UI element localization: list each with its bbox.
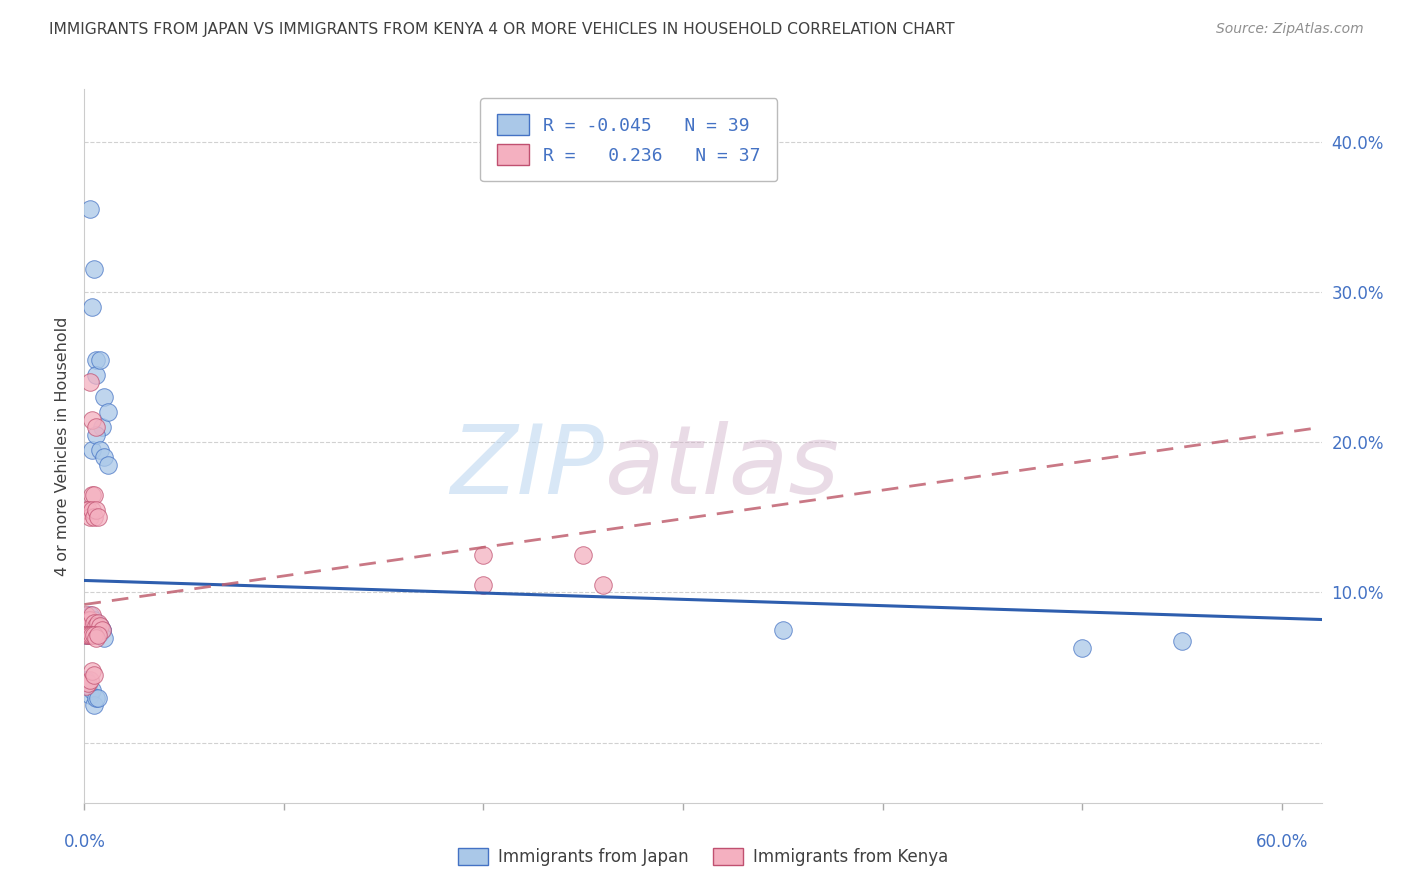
Point bbox=[82, 623, 104, 637]
Point bbox=[772, 623, 794, 637]
Point bbox=[93, 450, 115, 465]
Point bbox=[75, 607, 97, 622]
Point bbox=[82, 627, 104, 641]
Point bbox=[83, 510, 105, 524]
Point bbox=[82, 683, 104, 698]
Point bbox=[592, 578, 614, 592]
Point bbox=[77, 613, 100, 627]
Point bbox=[82, 488, 104, 502]
Point bbox=[87, 510, 110, 524]
Point bbox=[79, 607, 101, 622]
Point bbox=[86, 420, 108, 434]
Text: Source: ZipAtlas.com: Source: ZipAtlas.com bbox=[1216, 22, 1364, 37]
Point bbox=[86, 690, 108, 705]
Point bbox=[82, 664, 104, 678]
Point bbox=[86, 503, 108, 517]
Point bbox=[79, 627, 101, 641]
Text: 60.0%: 60.0% bbox=[1256, 833, 1308, 851]
Point bbox=[87, 626, 110, 640]
Point bbox=[86, 352, 108, 367]
Point bbox=[472, 548, 495, 562]
Point bbox=[77, 627, 100, 641]
Point bbox=[97, 458, 120, 472]
Point bbox=[77, 627, 100, 641]
Point bbox=[75, 679, 97, 693]
Point bbox=[75, 673, 97, 687]
Point bbox=[86, 623, 108, 637]
Point bbox=[87, 690, 110, 705]
Point bbox=[83, 668, 105, 682]
Legend: R = -0.045   N = 39, R =   0.236   N = 37: R = -0.045 N = 39, R = 0.236 N = 37 bbox=[481, 98, 778, 181]
Point bbox=[83, 698, 105, 713]
Point bbox=[87, 615, 110, 630]
Point bbox=[91, 420, 114, 434]
Point bbox=[93, 390, 115, 404]
Text: atlas: atlas bbox=[605, 421, 839, 514]
Point bbox=[79, 673, 101, 687]
Point bbox=[82, 413, 104, 427]
Point bbox=[75, 627, 97, 641]
Point bbox=[83, 262, 105, 277]
Point bbox=[86, 631, 108, 645]
Point bbox=[82, 442, 104, 457]
Point bbox=[83, 613, 105, 627]
Point bbox=[77, 675, 100, 690]
Point bbox=[82, 300, 104, 314]
Point bbox=[86, 618, 108, 632]
Point bbox=[89, 352, 111, 367]
Point bbox=[79, 613, 101, 627]
Point bbox=[83, 615, 105, 630]
Point bbox=[79, 688, 101, 702]
Legend: Immigrants from Japan, Immigrants from Kenya: Immigrants from Japan, Immigrants from K… bbox=[451, 841, 955, 873]
Point bbox=[79, 623, 101, 637]
Point bbox=[82, 503, 104, 517]
Point bbox=[472, 578, 495, 592]
Y-axis label: 4 or more Vehicles in Household: 4 or more Vehicles in Household bbox=[55, 317, 70, 575]
Point bbox=[86, 368, 108, 382]
Point bbox=[79, 202, 101, 217]
Point bbox=[89, 626, 111, 640]
Point bbox=[89, 618, 111, 632]
Point bbox=[83, 488, 105, 502]
Point bbox=[91, 623, 114, 637]
Point bbox=[572, 548, 595, 562]
Point bbox=[91, 623, 114, 637]
Point bbox=[93, 631, 115, 645]
Point bbox=[89, 618, 111, 632]
Point bbox=[97, 405, 120, 419]
Text: IMMIGRANTS FROM JAPAN VS IMMIGRANTS FROM KENYA 4 OR MORE VEHICLES IN HOUSEHOLD C: IMMIGRANTS FROM JAPAN VS IMMIGRANTS FROM… bbox=[49, 22, 955, 37]
Point bbox=[79, 375, 101, 389]
Point bbox=[91, 623, 114, 637]
Point bbox=[77, 503, 100, 517]
Point bbox=[1071, 641, 1094, 656]
Point bbox=[75, 503, 97, 517]
Point bbox=[83, 627, 105, 641]
Point bbox=[82, 607, 104, 622]
Point bbox=[75, 627, 97, 641]
Point bbox=[83, 618, 105, 632]
Text: ZIP: ZIP bbox=[450, 421, 605, 514]
Text: 0.0%: 0.0% bbox=[63, 833, 105, 851]
Point bbox=[89, 442, 111, 457]
Point bbox=[79, 510, 101, 524]
Point bbox=[87, 627, 110, 641]
Point bbox=[86, 615, 108, 630]
Point bbox=[86, 427, 108, 442]
Point bbox=[77, 679, 100, 693]
Point bbox=[1171, 633, 1194, 648]
